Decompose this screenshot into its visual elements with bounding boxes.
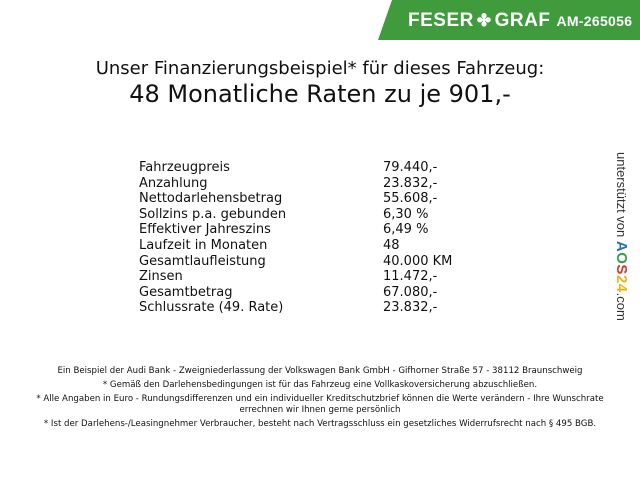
table-row: Effektiver Jahreszins 6,49 % <box>139 222 452 238</box>
row-label: Gesamtlaufleistung <box>139 253 266 269</box>
footer-line: Ein Beispiel der Audi Bank - Zweignieder… <box>57 366 583 376</box>
row-value: 23.832,- <box>383 175 438 191</box>
aos24-logo: AOS24 <box>613 240 630 293</box>
row-label: Fahrzeugpreis <box>139 160 230 175</box>
row-label: Zinsen <box>139 269 183 285</box>
ad-id: AM-265056 <box>556 13 633 29</box>
table-row: Sollzins p.a. gebunden 6,30 % <box>139 207 452 223</box>
row-value: 11.472,- <box>383 269 438 285</box>
table-row: Zinsen 11.472,- <box>139 269 452 285</box>
table-row: Nettodarlehensbetrag 55.608,- <box>139 191 452 207</box>
title-line-2: 48 Monatliche Raten zu je 901,- <box>129 80 511 108</box>
table-row: Anzahlung 23.832,- <box>139 176 452 192</box>
sponsor-prefix: unterstützt von <box>614 152 629 238</box>
brand-name-right: GRAF <box>494 10 551 31</box>
table-row: Fahrzeugpreis 79.440,- <box>139 160 452 176</box>
row-label: Schlussrate (49. Rate) <box>139 300 284 316</box>
row-value: 48 <box>383 237 400 253</box>
row-value: 55.608,- <box>383 191 438 207</box>
row-value: 40.000 KM <box>383 253 453 269</box>
row-label: Laufzeit in Monaten <box>139 237 268 253</box>
table-row: Schlussrate (49. Rate) 23.832,- <box>139 300 452 316</box>
financing-table: Fahrzeugpreis 79.440,- Anzahlung 23.832,- Ne… <box>139 160 452 316</box>
title-line-1: Unser Finanzierungsbeispiel* für dieses … <box>95 58 545 79</box>
table-row: Gesamtlaufleistung 40.000 KM <box>139 254 452 270</box>
row-label: Anzahlung <box>139 175 208 191</box>
brand-banner <box>378 0 640 40</box>
row-label: Gesamtbetrag <box>139 284 233 300</box>
table-row: Laufzeit in Monaten 48 <box>139 238 452 254</box>
brand-logo: FESER ✤ GRAF AM-265056 <box>408 10 632 32</box>
sponsor-note: unterstützt von AOS24.com <box>613 152 630 321</box>
row-label: Effektiver Jahreszins <box>139 222 271 238</box>
row-label: Nettodarlehensbetrag <box>139 191 283 207</box>
footer-line: * Ist der Darlehens-/Leasingnehmer Verbr… <box>43 419 597 429</box>
footer-line: * Alle Angaben in Euro - Rundungsdiffere… <box>36 394 604 415</box>
sponsor-suffix: .com <box>614 292 629 321</box>
footer-disclaimer: Ein Beispiel der Audi Bank - Zweignieder… <box>20 366 620 433</box>
row-value: 6,30 % <box>383 206 429 222</box>
row-value: 6,49 % <box>383 222 429 238</box>
footer-line: * Gemäß den Darlehensbedingungen ist für… <box>102 380 538 390</box>
table-row: Gesamtbetrag 67.080,- <box>139 285 452 301</box>
row-value: 67.080,- <box>383 284 438 300</box>
row-value: 79.440,- <box>383 160 438 175</box>
row-label: Sollzins p.a. gebunden <box>139 206 287 222</box>
row-value: 23.832,- <box>383 300 438 316</box>
clover-icon: ✤ <box>476 11 492 30</box>
brand-name-left: FESER <box>408 10 474 31</box>
